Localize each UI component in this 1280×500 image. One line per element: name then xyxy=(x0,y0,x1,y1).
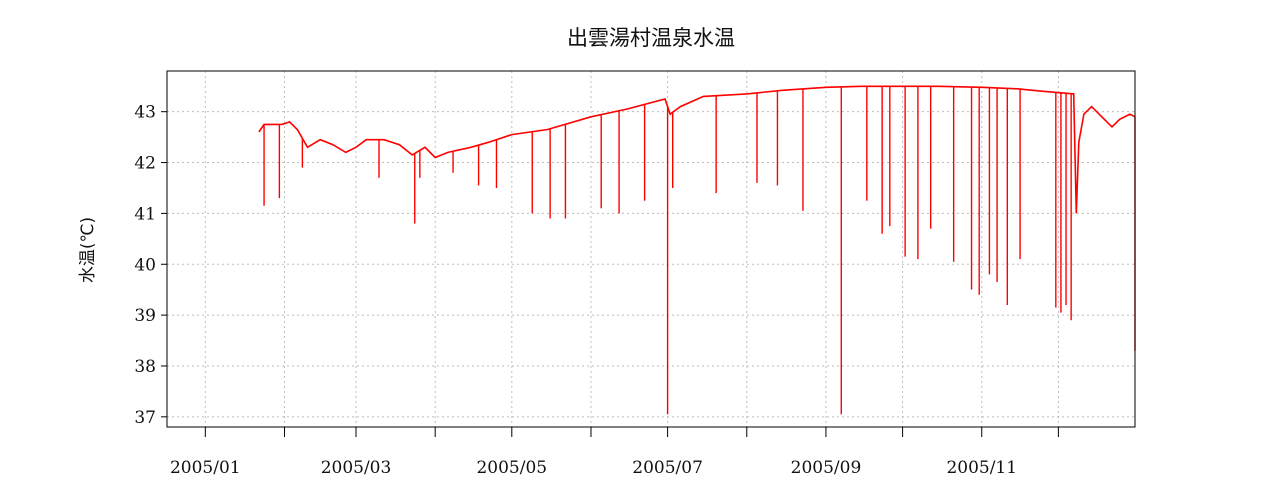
x-tick-label: 2005/09 xyxy=(791,458,862,478)
x-tick-label: 2005/03 xyxy=(321,458,392,478)
x-tick-label: 2005/11 xyxy=(946,458,1017,478)
y-tick-label: 43 xyxy=(134,103,156,123)
y-tick-label: 42 xyxy=(134,154,156,174)
y-tick-label: 39 xyxy=(134,306,156,326)
x-tick-label: 2005/01 xyxy=(170,458,241,478)
plot-frame xyxy=(166,70,1136,428)
y-tick-label: 41 xyxy=(134,204,156,224)
y-tick-label: 38 xyxy=(134,357,156,377)
chart-title: 出雲湯村温泉水温 xyxy=(567,26,735,50)
series-line xyxy=(258,85,1136,214)
grid-layer xyxy=(167,71,1135,427)
y-axis-label: 水温(℃) xyxy=(78,217,98,283)
x-tick-label: 2005/05 xyxy=(476,458,547,478)
y-tick-label: 40 xyxy=(134,255,156,275)
y-tick-label: 37 xyxy=(134,408,156,428)
x-tick-label: 2005/07 xyxy=(632,458,703,478)
series-layer xyxy=(258,85,1136,415)
y-axis: 37 38 39 40 41 42 43 xyxy=(134,103,167,428)
x-axis: 2005/01 2005/03 2005/05 2005/07 2005/09 2005/… xyxy=(170,427,1059,478)
